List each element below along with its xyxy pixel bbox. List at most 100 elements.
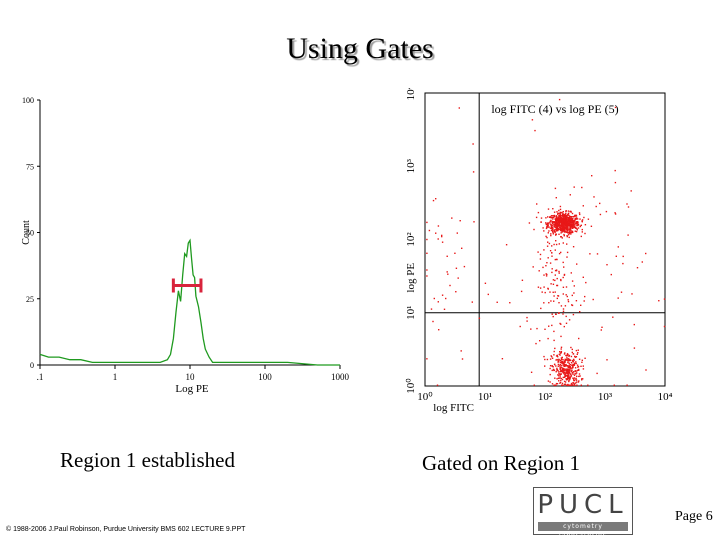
dot-point [555, 258, 558, 261]
dot-point [559, 361, 562, 364]
dot-point [437, 301, 439, 303]
dot-point [560, 225, 562, 228]
dot-point [574, 219, 576, 221]
dot-point [545, 273, 547, 275]
copyright-footer: © 1988-2006 J.Paul Robinson, Purdue Univ… [6, 526, 246, 533]
dot-point [556, 226, 558, 229]
dot-point [556, 219, 558, 221]
dot-point [551, 383, 554, 385]
dot-point [552, 208, 554, 210]
dot-point [446, 271, 448, 273]
dot-point [565, 224, 567, 226]
dot-point [558, 312, 560, 314]
dot-point [565, 363, 567, 366]
dot-point [551, 245, 553, 247]
dot-point [526, 320, 528, 322]
dot-point [574, 382, 577, 384]
dot-point [563, 227, 565, 229]
dot-point [575, 214, 577, 216]
dot-point [560, 232, 562, 234]
dot-point [558, 243, 560, 245]
dot-point [520, 290, 523, 293]
dot-point [557, 219, 559, 221]
dot-point [559, 366, 561, 368]
dot-plot-border [424, 92, 666, 387]
dot-point [573, 223, 575, 226]
dot-point [579, 218, 581, 220]
dot-point [575, 356, 578, 358]
logo-text: PUCL [537, 490, 629, 520]
dot-point [565, 371, 567, 373]
dot-point [556, 229, 558, 231]
dot-point [569, 378, 571, 381]
dot-point [555, 243, 558, 246]
dot-point [568, 355, 570, 358]
region-1-gate [171, 278, 203, 293]
dot-point [573, 186, 575, 188]
dot-point [426, 269, 428, 271]
dot-point [563, 225, 565, 227]
dot-point [530, 371, 533, 373]
dot-point [572, 216, 574, 218]
dot-point [564, 383, 567, 385]
dot-point [568, 228, 570, 231]
dot-point [564, 373, 566, 375]
dot-point [573, 382, 575, 385]
dot-point [487, 293, 489, 296]
dot-point [555, 216, 558, 218]
dot-point [566, 222, 569, 225]
dot-point [565, 231, 567, 233]
dot-point [569, 226, 571, 229]
dot-point [571, 230, 574, 232]
dot-point [580, 365, 582, 367]
dot-point [552, 216, 554, 219]
dot-point [572, 363, 574, 366]
dot-point [531, 119, 534, 121]
dot-point [559, 212, 561, 215]
dot-point [572, 227, 574, 229]
dot-point [577, 366, 579, 368]
dot-point [581, 228, 583, 231]
dot-point [581, 219, 584, 221]
dot-point [563, 220, 565, 223]
dot-point [570, 221, 573, 224]
dot-point [566, 251, 569, 254]
dot-point [566, 221, 568, 223]
dot-point [599, 213, 602, 216]
dot-point [553, 369, 556, 371]
dot-point [567, 210, 570, 212]
dot-point [533, 384, 535, 386]
dot-point [555, 218, 558, 221]
dot-point [576, 263, 578, 265]
dot-point [581, 361, 583, 363]
dot-point [561, 231, 563, 233]
dot-point [564, 364, 566, 366]
dot-point [553, 330, 555, 333]
dot-point [559, 205, 562, 208]
dot-point [521, 279, 524, 281]
dot-point [591, 175, 593, 177]
dot-point [554, 258, 556, 261]
dot-point [559, 370, 562, 373]
dot-point [580, 224, 582, 226]
dot-point [547, 232, 549, 234]
dot-point [562, 230, 564, 232]
dot-point [560, 279, 562, 282]
dot-point [543, 286, 545, 288]
dot-point [555, 225, 557, 227]
dot-point [554, 279, 556, 282]
dot-point [658, 300, 660, 302]
dot-point [563, 364, 565, 366]
dot-point [606, 264, 608, 266]
dot-point [561, 370, 563, 372]
dot-point [454, 252, 456, 254]
dot-point [576, 370, 578, 372]
dot-point [537, 251, 539, 253]
dot-point [559, 225, 561, 227]
dot-point [554, 384, 556, 386]
dot-point [569, 359, 572, 362]
dot-point [559, 377, 561, 379]
dot-point [563, 235, 565, 237]
dot-point [540, 217, 543, 219]
dot-point [574, 384, 576, 386]
